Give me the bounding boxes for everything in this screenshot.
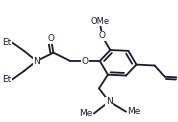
Text: O: O: [99, 31, 106, 41]
Text: N: N: [33, 56, 40, 66]
Text: O: O: [81, 56, 88, 66]
Text: Et: Et: [2, 75, 11, 84]
Text: OMe: OMe: [90, 17, 109, 26]
Text: N: N: [106, 97, 112, 106]
Text: O: O: [47, 34, 54, 43]
Text: Me: Me: [79, 109, 92, 118]
Text: Et: Et: [2, 38, 11, 47]
Text: Me: Me: [127, 107, 140, 116]
